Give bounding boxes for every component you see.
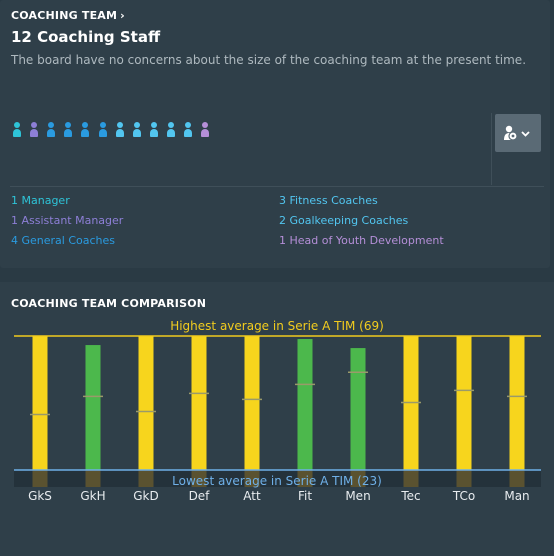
staff-person-icon bbox=[46, 122, 56, 138]
comparison-title: COACHING TEAM COMPARISON bbox=[11, 297, 207, 310]
bar-Man[interactable] bbox=[509, 336, 525, 470]
tick-label-Att: Att bbox=[243, 489, 261, 503]
legend-assistant-manager: 1 Assistant Manager bbox=[11, 214, 124, 227]
bar-GkD[interactable] bbox=[138, 336, 154, 470]
bar-base-Man bbox=[509, 470, 525, 487]
vertical-divider bbox=[491, 113, 492, 185]
legend-manager: 1 Manager bbox=[11, 194, 70, 207]
tick-label-Def: Def bbox=[189, 489, 211, 503]
filter-button[interactable] bbox=[495, 114, 541, 152]
staff-person-icon bbox=[183, 122, 193, 138]
legend-general-coaches: 4 General Coaches bbox=[11, 234, 116, 247]
staff-person-icon bbox=[29, 122, 39, 138]
bar-base-GkS bbox=[32, 470, 48, 487]
staff-person-icon bbox=[132, 122, 142, 138]
bar-base-GkH bbox=[85, 470, 101, 487]
tick-label-Man: Man bbox=[504, 489, 529, 503]
legend-fitness-coaches: 3 Fitness Coaches bbox=[279, 194, 378, 207]
coaching-team-panel bbox=[0, 0, 550, 268]
staff-count: 12 Coaching Staff bbox=[11, 28, 161, 46]
bar-base-Def bbox=[191, 470, 207, 487]
bar-GkH[interactable] bbox=[85, 345, 101, 470]
staff-person-icon bbox=[200, 122, 210, 138]
tick-label-Tec: Tec bbox=[400, 489, 420, 503]
bar-base-Fit bbox=[297, 470, 313, 487]
tick-label-GkS: GkS bbox=[28, 489, 52, 503]
tick-label-TCo: TCo bbox=[452, 489, 475, 503]
person-settings-icon bbox=[504, 125, 530, 141]
bar-GkS[interactable] bbox=[32, 336, 48, 470]
tick-label-GkD: GkD bbox=[133, 489, 159, 503]
bar-base-Men bbox=[350, 470, 366, 487]
board-message: The board have no concerns about the siz… bbox=[11, 53, 527, 67]
bar-TCo[interactable] bbox=[456, 336, 472, 470]
bar-Men[interactable] bbox=[350, 348, 366, 470]
staff-person-icon bbox=[63, 122, 73, 138]
bar-base-Tec bbox=[403, 470, 419, 487]
coaching-team-header[interactable]: COACHING TEAM › bbox=[11, 9, 125, 22]
staff-person-icon bbox=[12, 122, 22, 138]
bar-base-GkD bbox=[138, 470, 154, 487]
horizontal-divider bbox=[10, 186, 544, 187]
coaching-team-title[interactable]: COACHING TEAM bbox=[11, 9, 118, 22]
staff-person-icon bbox=[98, 122, 108, 138]
staff-person-icon bbox=[166, 122, 176, 138]
legend-head-of-youth: 1 Head of Youth Development bbox=[279, 234, 444, 247]
bar-Att[interactable] bbox=[244, 336, 260, 470]
tick-label-Fit: Fit bbox=[298, 489, 312, 503]
bar-Def[interactable] bbox=[191, 336, 207, 470]
staff-person-icon bbox=[115, 122, 125, 138]
tick-label-Men: Men bbox=[345, 489, 370, 503]
bar-Fit[interactable] bbox=[297, 339, 313, 470]
chevron-right-icon[interactable]: › bbox=[120, 9, 125, 22]
bar-base-Att bbox=[244, 470, 260, 487]
staff-person-icon bbox=[149, 122, 159, 138]
legend-goalkeeping-coaches: 2 Goalkeeping Coaches bbox=[279, 214, 409, 227]
tick-label-GkH: GkH bbox=[80, 489, 105, 503]
bar-base-TCo bbox=[456, 470, 472, 487]
staff-person-icon bbox=[80, 122, 90, 138]
lowest-label: Lowest average in Serie A TIM (23) bbox=[172, 474, 382, 488]
highest-label: Highest average in Serie A TIM (69) bbox=[170, 319, 384, 333]
